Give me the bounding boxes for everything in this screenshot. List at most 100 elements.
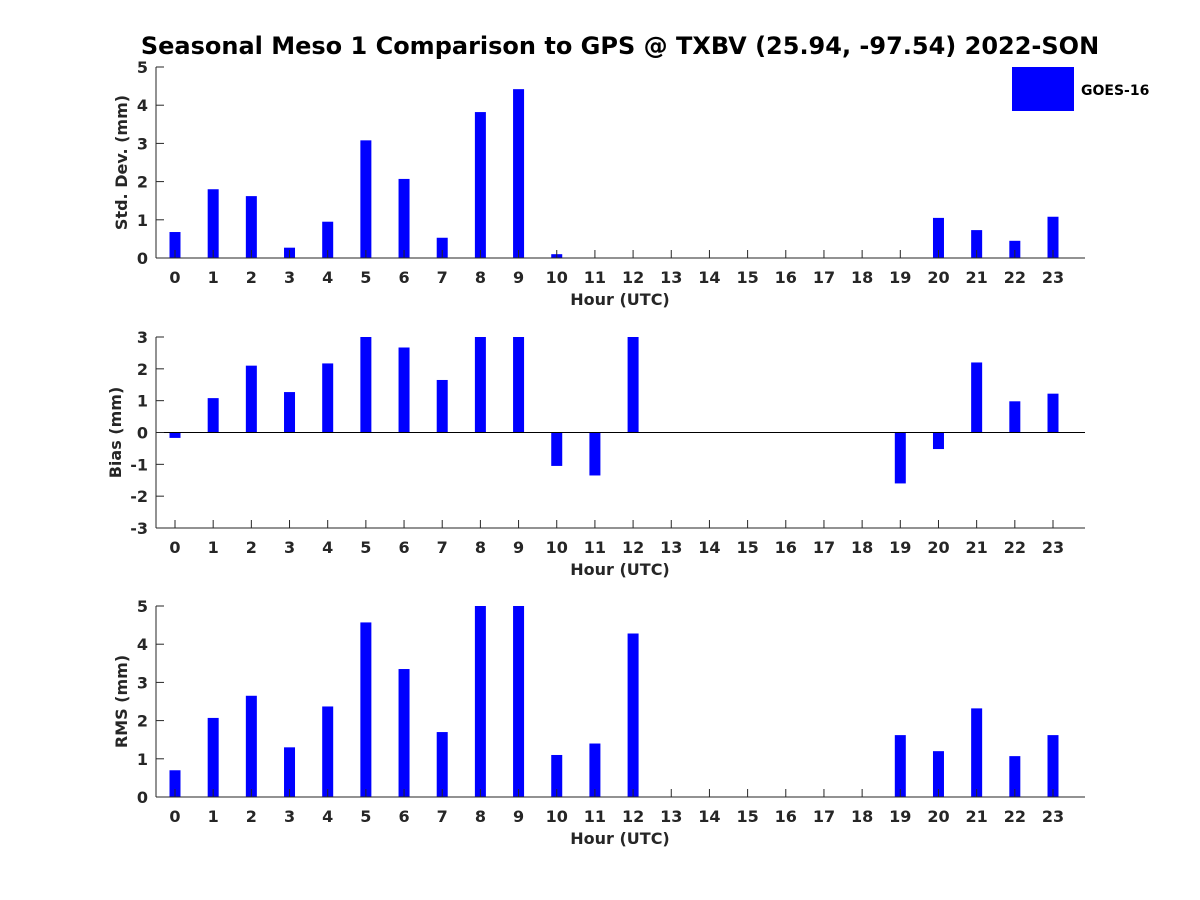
- x-tick-label: 11: [584, 268, 606, 287]
- x-tick-label: 21: [966, 538, 988, 557]
- x-tick-label: 19: [889, 538, 911, 557]
- y-tick-label: 1: [137, 392, 148, 411]
- x-tick-label: 14: [698, 268, 720, 287]
- bar: [971, 362, 983, 433]
- x-axis-label: Hour (UTC): [570, 560, 670, 579]
- y-tick-label: -1: [130, 455, 148, 474]
- x-axis-label: Hour (UTC): [570, 290, 670, 309]
- y-axis-label: RMS (mm): [112, 655, 131, 748]
- bar: [398, 178, 410, 258]
- x-tick-label: 5: [360, 268, 371, 287]
- x-tick-label: 22: [1004, 538, 1026, 557]
- bar: [322, 363, 334, 433]
- bar: [513, 606, 525, 797]
- bar: [436, 379, 448, 433]
- x-tick-label: 19: [889, 268, 911, 287]
- bar: [932, 432, 944, 450]
- x-tick-label: 22: [1004, 807, 1026, 826]
- bar: [169, 232, 181, 258]
- bar: [589, 743, 601, 797]
- bar: [932, 751, 944, 797]
- bar: [1009, 240, 1021, 258]
- x-tick-label: 7: [437, 538, 448, 557]
- bar: [1047, 735, 1059, 797]
- y-tick-label: 4: [137, 96, 148, 115]
- bar: [474, 112, 486, 259]
- x-tick-label: 12: [622, 538, 644, 557]
- y-tick-label: -3: [130, 519, 148, 538]
- bar: [627, 337, 639, 433]
- x-tick-label: 17: [813, 268, 835, 287]
- y-tick-label: 2: [137, 360, 148, 379]
- x-tick-label: 10: [546, 538, 568, 557]
- x-tick-label: 18: [851, 807, 873, 826]
- x-tick-label: 8: [475, 538, 486, 557]
- bar: [245, 695, 257, 797]
- x-tick-label: 18: [851, 538, 873, 557]
- x-tick-label: 4: [322, 807, 333, 826]
- bar: [1047, 216, 1059, 258]
- x-tick-label: 5: [360, 538, 371, 557]
- y-axis-label: Bias (mm): [106, 387, 125, 479]
- x-tick-label: 2: [246, 807, 257, 826]
- y-tick-label: 3: [137, 673, 148, 692]
- x-tick-label: 17: [813, 807, 835, 826]
- x-tick-label: 19: [889, 807, 911, 826]
- x-tick-label: 16: [775, 538, 797, 557]
- y-tick-label: 5: [137, 58, 148, 77]
- x-tick-label: 17: [813, 538, 835, 557]
- y-axis-label: Std. Dev. (mm): [112, 95, 131, 230]
- x-tick-label: 3: [284, 807, 295, 826]
- bar: [436, 237, 448, 258]
- y-tick-label: 0: [137, 424, 148, 443]
- x-tick-label: 12: [622, 268, 644, 287]
- chart-title: Seasonal Meso 1 Comparison to GPS @ TXBV…: [141, 32, 1099, 60]
- x-tick-label: 20: [927, 268, 949, 287]
- x-tick-label: 9: [513, 807, 524, 826]
- bar: [245, 365, 257, 433]
- legend: GOES-16: [1012, 67, 1149, 111]
- bar: [284, 747, 296, 797]
- x-tick-label: 10: [546, 268, 568, 287]
- bar: [398, 669, 410, 797]
- y-tick-label: 2: [137, 173, 148, 192]
- x-tick-label: 9: [513, 268, 524, 287]
- x-tick-label: 21: [966, 807, 988, 826]
- bar: [1047, 393, 1059, 433]
- x-tick-label: 11: [584, 807, 606, 826]
- x-tick-label: 8: [475, 268, 486, 287]
- bar: [360, 622, 372, 797]
- x-tick-label: 20: [927, 807, 949, 826]
- bar: [207, 189, 219, 258]
- y-tick-label: 0: [137, 788, 148, 807]
- x-tick-label: 1: [208, 268, 219, 287]
- x-tick-label: 13: [660, 538, 682, 557]
- x-tick-label: 4: [322, 268, 333, 287]
- x-tick-label: 7: [437, 268, 448, 287]
- x-tick-label: 23: [1042, 268, 1064, 287]
- x-tick-label: 12: [622, 807, 644, 826]
- bar: [551, 432, 563, 466]
- bar: [1009, 401, 1021, 433]
- y-tick-label: 5: [137, 597, 148, 616]
- bar: [360, 140, 372, 258]
- bar: [322, 706, 334, 797]
- x-axis-label: Hour (UTC): [570, 829, 670, 848]
- legend-swatch: [1012, 67, 1074, 111]
- x-tick-label: 8: [475, 807, 486, 826]
- bar: [207, 398, 219, 433]
- x-tick-label: 15: [736, 807, 758, 826]
- x-tick-label: 5: [360, 807, 371, 826]
- x-tick-label: 4: [322, 538, 333, 557]
- x-tick-label: 1: [208, 807, 219, 826]
- bar: [474, 606, 486, 797]
- y-tick-label: 1: [137, 211, 148, 230]
- bar: [513, 337, 525, 433]
- x-tick-label: 23: [1042, 807, 1064, 826]
- x-tick-label: 15: [736, 268, 758, 287]
- y-tick-label: -2: [130, 487, 148, 506]
- x-tick-label: 6: [398, 268, 409, 287]
